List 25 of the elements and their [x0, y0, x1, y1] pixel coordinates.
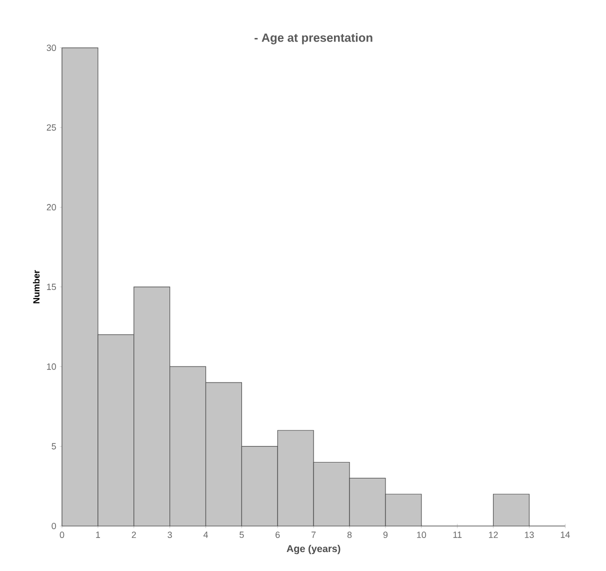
x-tick-label: 0 [60, 532, 64, 538]
x-tick-label: 5 [240, 532, 244, 538]
x-tick-label: 13 [524, 532, 534, 538]
x-tick-label: 10 [417, 532, 426, 538]
x-tick-label: 11 [453, 532, 462, 538]
x-tick-label: 14 [560, 532, 570, 538]
x-tick-label: 8 [347, 532, 352, 538]
y-tick-label: 25 [46, 124, 56, 131]
x-axis-title: Age (years) [286, 544, 340, 554]
y-tick-label: 5 [52, 443, 56, 450]
x-tick-label: 3 [168, 532, 172, 538]
y-axis-title: Number [32, 270, 40, 304]
x-tick-label: 12 [488, 532, 498, 538]
y-tick-label: 15 [47, 284, 56, 290]
x-tick-label: 4 [203, 532, 208, 538]
y-tick-label: 10 [47, 363, 56, 370]
x-tick-label: 7 [312, 532, 316, 538]
x-tick-label: 1 [96, 532, 100, 538]
x-tick-label: 2 [132, 532, 136, 538]
x-tick-label: 6 [276, 532, 280, 538]
y-tick-label: 20 [46, 204, 56, 210]
chart-title: - Age at presentation [254, 33, 372, 44]
y-tick-label: 0 [52, 522, 56, 530]
y-tick-label: 30 [46, 44, 56, 52]
x-tick-label: 9 [383, 532, 388, 538]
